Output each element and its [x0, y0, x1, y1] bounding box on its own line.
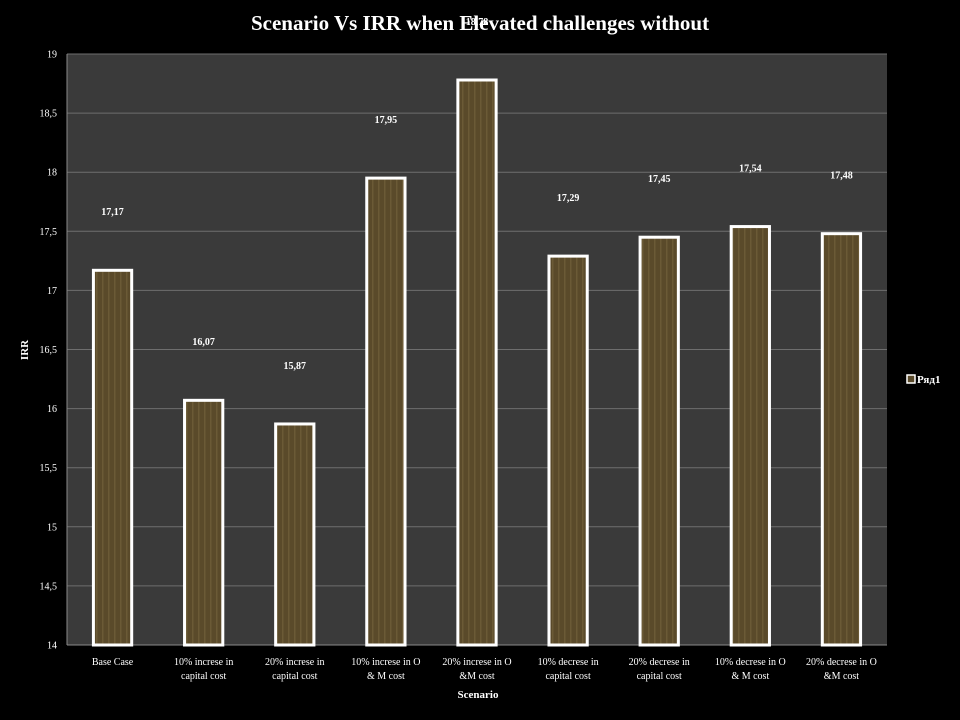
legend: Ряд1: [906, 374, 940, 386]
x-category-label: &M cost: [824, 671, 860, 682]
x-category-label: & M cost: [367, 671, 405, 682]
y-tick-label: 15,5: [40, 463, 58, 474]
data-label: 17,17: [101, 207, 124, 218]
x-category-label: capital cost: [637, 671, 682, 682]
x-axis-title: Scenario: [458, 689, 499, 701]
y-tick-label: 17,5: [40, 227, 58, 238]
x-category-label: &M cost: [459, 671, 495, 682]
bar: [547, 254, 589, 647]
x-category-label: 10% increse in O: [351, 657, 420, 668]
y-tick-label: 15: [47, 522, 57, 533]
data-label: 16,07: [192, 337, 215, 348]
x-category-label: 20% decrese in: [629, 657, 690, 668]
data-label: 15,87: [284, 361, 307, 372]
x-category-label: & M cost: [731, 671, 769, 682]
data-label: 17,95: [375, 115, 398, 126]
bars: [91, 78, 863, 647]
x-category-label: capital cost: [272, 671, 317, 682]
x-category-label: 10% decrese in O: [715, 657, 786, 668]
y-tick-label: 18: [47, 168, 57, 179]
x-category-label: 20% increse in O: [442, 657, 511, 668]
y-tick-label: 19: [47, 50, 57, 61]
bar: [456, 78, 498, 647]
y-axis-ticks: 14 14,5 15 15,5 16 16,5 17 17,5 18 18,5 19: [40, 50, 58, 652]
y-tick-label: 18,5: [40, 109, 58, 120]
x-category-label: capital cost: [181, 671, 226, 682]
data-label: 17,29: [557, 193, 580, 204]
bar: [820, 232, 863, 647]
y-tick-label: 16,5: [40, 345, 58, 356]
data-label: 17,54: [739, 163, 762, 174]
x-category-label: 10% decrese in: [538, 657, 599, 668]
bar: [183, 398, 225, 647]
y-tick-label: 14: [47, 641, 57, 652]
x-category-label: 10% increse in: [174, 657, 233, 668]
y-axis-title: IRR: [19, 339, 31, 360]
legend-swatch: [906, 374, 916, 384]
x-category-label: 20% increse in: [265, 657, 324, 668]
y-tick-label: 16: [47, 404, 57, 415]
x-category-label: 20% decrese in O: [806, 657, 877, 668]
data-labels: 17,17 16,07 15,87 17,95 18,78 17,29 17,45 17,54…: [101, 17, 852, 372]
bar: [274, 422, 316, 647]
data-label: 17,48: [830, 171, 853, 182]
x-category-label: Base Case: [92, 657, 134, 668]
bar: [91, 268, 134, 647]
bar: [729, 225, 771, 647]
data-label: 17,45: [648, 174, 671, 185]
y-tick-label: 17: [47, 286, 57, 297]
chart-title: Scenario Vs IRR when Elevated challenges…: [251, 11, 709, 35]
data-label: 18,78: [466, 17, 489, 28]
x-category-label: capital cost: [545, 671, 590, 682]
y-tick-label: 14,5: [40, 581, 58, 592]
bar: [365, 176, 407, 647]
x-axis-categories: Base Case 10% increse in capital cost 20% i…: [92, 657, 877, 682]
bar: [638, 235, 680, 647]
legend-label: Ряд1: [917, 374, 940, 386]
